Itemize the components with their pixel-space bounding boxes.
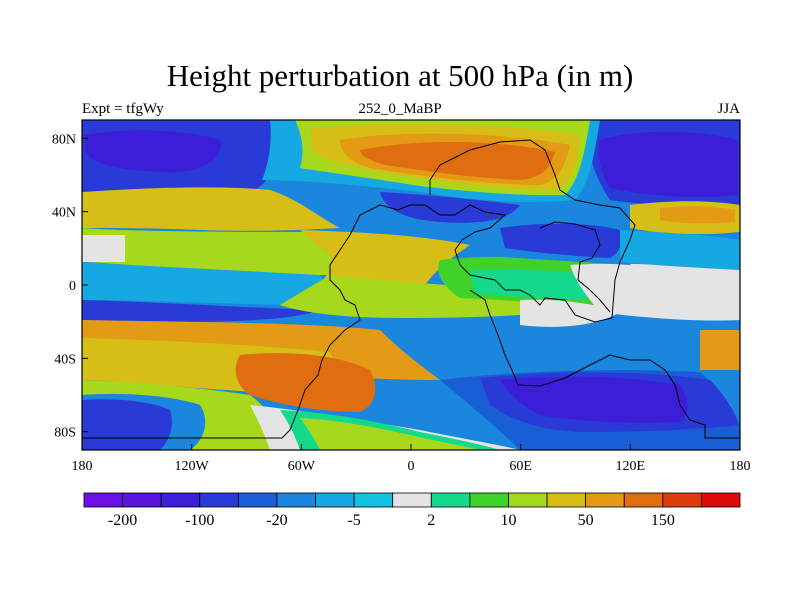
colorbar-swatch bbox=[701, 492, 741, 508]
colorbar-swatch bbox=[315, 492, 355, 508]
experiment-label: Expt = tfgWy bbox=[82, 101, 164, 117]
x-tick-label: 180 bbox=[730, 459, 751, 474]
colorbar-swatch bbox=[430, 492, 471, 508]
colorbar-swatch bbox=[160, 492, 201, 508]
colorbar-swatch bbox=[585, 492, 625, 508]
colorbar-label: -100 bbox=[185, 512, 214, 529]
season-label: JJA bbox=[717, 101, 740, 117]
colorbar-swatch bbox=[662, 492, 702, 508]
colorbar-label: 150 bbox=[651, 512, 675, 529]
y-tick-label: 40N bbox=[52, 206, 76, 221]
colorbar-swatch bbox=[508, 492, 548, 508]
colorbar-swatch bbox=[623, 492, 664, 508]
colorbar-swatch bbox=[353, 492, 394, 508]
chart-title: Height perturbation at 500 hPa (in m) bbox=[166, 58, 634, 93]
colorbar-label: 10 bbox=[500, 512, 516, 529]
y-tick-label: 80N bbox=[52, 132, 76, 147]
x-tick-label: 120E bbox=[616, 459, 646, 474]
colorbar-swatch bbox=[237, 492, 278, 508]
colorbar-swatch bbox=[546, 492, 587, 508]
colorbar-swatch bbox=[122, 492, 162, 508]
colorbar-label: -5 bbox=[347, 512, 360, 529]
continent-outline bbox=[82, 139, 740, 439]
time-label: 252_0_MaBP bbox=[358, 101, 442, 117]
colorbar-swatch bbox=[392, 492, 432, 508]
colorbar-swatch bbox=[199, 492, 239, 508]
y-tick-label: 0 bbox=[69, 279, 76, 294]
x-tick-label: 180 bbox=[72, 459, 93, 474]
colorbar: -200 -100 -20 -5 2 10 50 150 bbox=[83, 492, 741, 529]
colorbar-swatch bbox=[469, 492, 509, 508]
x-tick-label: 120W bbox=[175, 459, 210, 474]
y-tick-label: 40S bbox=[54, 352, 76, 367]
colorbar-swatch bbox=[276, 492, 316, 508]
x-tick-label: 60E bbox=[509, 459, 532, 474]
contour-field bbox=[82, 120, 740, 450]
y-tick-label: 80S bbox=[54, 426, 76, 441]
colorbar-swatch bbox=[83, 492, 123, 508]
x-tick-label: 0 bbox=[408, 459, 415, 474]
x-tick-label: 60W bbox=[288, 459, 316, 474]
y-axis: 80N 40N 0 40S 80S bbox=[52, 132, 88, 441]
x-axis: 180 120W 60W 0 60E 120E 180 bbox=[72, 444, 751, 474]
colorbar-label: -20 bbox=[266, 512, 287, 529]
colorbar-label: -200 bbox=[108, 512, 137, 529]
colorbar-label: 2 bbox=[427, 512, 435, 529]
colorbar-label: 50 bbox=[578, 512, 594, 529]
